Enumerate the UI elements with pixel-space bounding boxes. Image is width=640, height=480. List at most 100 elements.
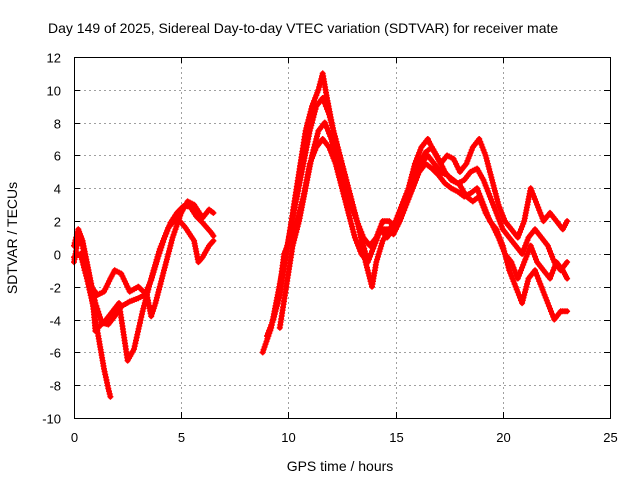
y-tick-label: -10 <box>42 412 61 427</box>
data-point <box>541 291 548 298</box>
data-point <box>551 264 558 271</box>
data-point <box>549 253 556 260</box>
data-point <box>395 218 402 225</box>
data-point <box>500 215 507 222</box>
data-point <box>415 152 422 159</box>
data-point <box>494 212 501 219</box>
data-point <box>548 308 554 315</box>
data-point <box>366 253 373 260</box>
data-point <box>537 209 544 216</box>
data-point <box>476 136 483 142</box>
data-point <box>398 212 404 219</box>
data-point <box>264 333 270 339</box>
data-point <box>78 253 85 260</box>
data-point <box>528 245 535 252</box>
data-point <box>480 204 487 211</box>
data-point <box>411 160 418 167</box>
data-point <box>478 141 485 148</box>
data-point <box>538 283 545 290</box>
data-point <box>282 248 289 255</box>
data-point <box>411 177 418 184</box>
data-point <box>509 275 516 282</box>
series-line <box>82 198 216 319</box>
data-series <box>71 70 571 400</box>
y-tick-label: -6 <box>49 346 61 361</box>
data-point <box>515 231 522 238</box>
data-point <box>506 267 513 274</box>
data-point <box>523 253 530 260</box>
data-point <box>478 198 485 205</box>
data-point <box>496 237 503 244</box>
data-point <box>343 190 350 197</box>
data-point <box>499 212 506 219</box>
data-point <box>523 240 530 246</box>
data-point <box>156 286 162 293</box>
data-point <box>306 111 313 118</box>
data-point <box>163 256 170 263</box>
data-point <box>512 283 519 290</box>
data-point <box>97 314 103 321</box>
data-point <box>532 267 538 274</box>
y-axis-title: SDTVAR / TECUs <box>4 182 20 294</box>
y-tick-label: 6 <box>54 149 61 164</box>
x-tick-label: 25 <box>603 430 617 445</box>
data-point <box>377 223 384 230</box>
x-axis: 0 5 10 15 20 25 <box>71 57 618 445</box>
data-point <box>486 168 493 175</box>
x-tick-label: 5 <box>178 430 185 445</box>
data-point <box>496 204 503 211</box>
data-point <box>96 311 103 318</box>
data-point <box>210 209 217 216</box>
x-tick-label: 0 <box>71 430 78 445</box>
data-point <box>84 275 91 282</box>
data-point <box>106 390 113 397</box>
data-point <box>358 229 365 235</box>
data-point <box>322 122 329 129</box>
data-point <box>402 201 409 208</box>
data-point <box>177 212 184 219</box>
data-point <box>511 267 518 274</box>
x-tick-label: 15 <box>389 430 403 445</box>
x-axis-title: GPS time / hours <box>287 458 394 474</box>
series-trace-8 <box>276 119 571 331</box>
data-point <box>153 294 160 301</box>
data-point <box>356 245 363 252</box>
data-point <box>138 311 145 318</box>
data-point <box>107 393 114 400</box>
data-point <box>499 245 506 252</box>
y-tick-label: -8 <box>49 379 61 394</box>
data-point <box>375 251 382 258</box>
chart-title: Day 149 of 2025, Sidereal Day-to-day VTE… <box>48 20 558 36</box>
x-tick-label: 20 <box>496 430 510 445</box>
data-point <box>529 190 536 197</box>
data-point <box>175 218 182 225</box>
data-point <box>336 166 343 173</box>
data-point <box>81 267 88 274</box>
data-point <box>509 261 516 268</box>
data-point <box>564 218 571 225</box>
y-tick-label: 0 <box>54 248 61 263</box>
data-point <box>400 207 407 214</box>
data-point <box>491 204 498 211</box>
data-point <box>533 198 539 205</box>
data-point <box>548 250 554 257</box>
data-point <box>346 212 353 219</box>
data-point <box>405 193 412 200</box>
data-point <box>416 166 423 173</box>
data-point <box>463 160 470 167</box>
data-point <box>350 209 357 216</box>
data-point <box>544 300 551 307</box>
y-tick-label: 8 <box>54 117 61 132</box>
data-point <box>351 212 358 219</box>
data-point <box>170 231 177 238</box>
data-point <box>520 248 527 255</box>
data-point <box>325 127 332 134</box>
series-trace-4 <box>81 198 217 320</box>
data-point <box>564 259 571 266</box>
data-point <box>321 119 328 126</box>
data-point <box>535 204 542 211</box>
y-tick-label: -2 <box>49 281 61 296</box>
data-point <box>481 149 488 156</box>
data-point <box>415 168 422 175</box>
